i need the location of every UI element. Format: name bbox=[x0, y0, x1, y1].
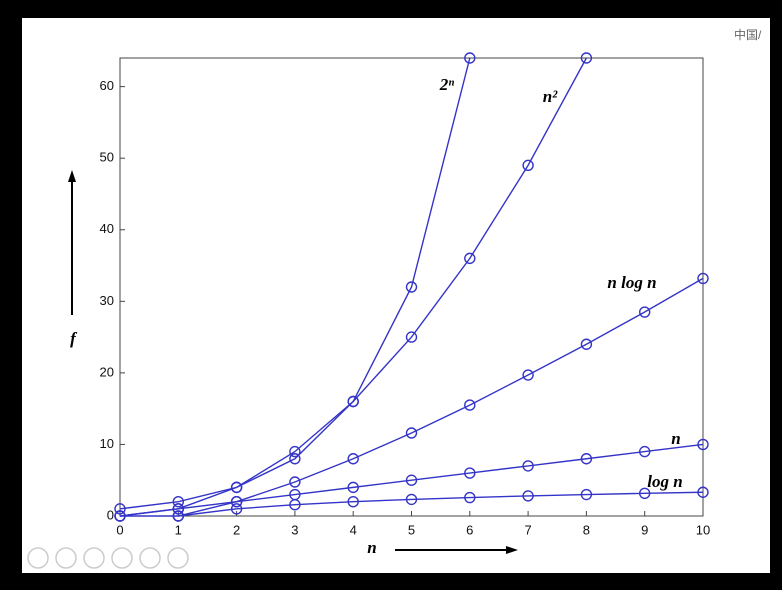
x-tick-label: 1 bbox=[175, 522, 182, 537]
y-tick-label: 40 bbox=[100, 221, 114, 236]
data-point bbox=[464, 252, 476, 265]
data-point bbox=[639, 306, 651, 318]
series-line bbox=[120, 277, 704, 517]
data-point bbox=[522, 369, 534, 381]
data-point bbox=[405, 281, 418, 293]
data-point bbox=[522, 460, 534, 472]
x-tick-label: 9 bbox=[641, 522, 648, 537]
x-tick-label: 8 bbox=[583, 522, 590, 537]
data-point bbox=[289, 453, 301, 465]
data-point bbox=[114, 510, 126, 522]
data-point bbox=[522, 159, 534, 172]
data-point bbox=[580, 338, 593, 350]
tool-icon[interactable] bbox=[139, 547, 161, 569]
series-label: n bbox=[671, 429, 680, 448]
y-tick-label: 10 bbox=[100, 436, 114, 451]
x-tick-label: 6 bbox=[466, 522, 473, 537]
data-point bbox=[580, 488, 593, 501]
y-tick-label: 30 bbox=[100, 293, 114, 308]
data-point bbox=[289, 445, 301, 458]
data-point bbox=[289, 476, 301, 488]
x-axis-label: n bbox=[367, 538, 376, 557]
slide bbox=[22, 18, 770, 573]
data-point bbox=[347, 495, 359, 508]
data-point bbox=[697, 438, 709, 451]
data-point bbox=[114, 503, 126, 515]
y-tick-label: 20 bbox=[100, 364, 114, 379]
tool-icon[interactable] bbox=[167, 547, 189, 569]
data-point bbox=[464, 399, 476, 411]
data-point bbox=[580, 52, 593, 64]
data-point bbox=[464, 467, 476, 479]
data-point bbox=[405, 427, 418, 439]
data-point bbox=[230, 503, 243, 515]
tool-icon[interactable] bbox=[83, 547, 105, 569]
data-point bbox=[172, 510, 185, 522]
series-label: n log n bbox=[607, 273, 656, 292]
data-point bbox=[697, 272, 709, 285]
x-tick-label: 7 bbox=[524, 522, 531, 537]
series-line bbox=[119, 443, 704, 517]
data-point bbox=[580, 453, 593, 465]
data-point bbox=[405, 474, 418, 486]
series-line bbox=[178, 491, 704, 517]
data-point bbox=[347, 481, 359, 494]
y-tick-label: 60 bbox=[100, 78, 114, 93]
data-point bbox=[230, 495, 243, 508]
data-point bbox=[172, 503, 185, 515]
data-point bbox=[697, 486, 709, 498]
data-point bbox=[639, 445, 651, 458]
series-line bbox=[119, 57, 471, 510]
x-tick-label: 5 bbox=[408, 522, 415, 537]
data-point bbox=[230, 481, 243, 494]
x-tick-label: 2 bbox=[233, 522, 240, 537]
data-point bbox=[464, 491, 476, 504]
series-label: n² bbox=[543, 87, 558, 106]
data-point bbox=[289, 498, 301, 511]
x-tick-label: 3 bbox=[291, 522, 298, 537]
tool-icon[interactable] bbox=[55, 547, 77, 569]
data-point bbox=[464, 52, 476, 64]
series-label: log n bbox=[647, 472, 682, 491]
y-tick-label: 0 bbox=[107, 507, 114, 522]
x-tick-label: 0 bbox=[116, 522, 123, 537]
x-tick-label: 4 bbox=[350, 522, 357, 537]
x-arrow-head bbox=[506, 546, 518, 554]
data-point bbox=[522, 490, 534, 502]
y-tick-label: 50 bbox=[100, 150, 114, 165]
series-label: 2ⁿ bbox=[439, 75, 455, 94]
data-point bbox=[405, 331, 418, 343]
data-point bbox=[172, 495, 185, 508]
y-axis-label: f bbox=[70, 329, 78, 348]
data-point bbox=[405, 493, 418, 506]
series-line bbox=[119, 57, 588, 517]
data-point bbox=[347, 453, 359, 465]
data-point bbox=[639, 487, 651, 500]
toolbar bbox=[27, 547, 189, 569]
tool-icon[interactable] bbox=[111, 547, 133, 569]
x-tick-label: 10 bbox=[696, 522, 710, 537]
data-point bbox=[347, 395, 359, 408]
y-arrow-head bbox=[68, 170, 76, 182]
watermark: 中国/ bbox=[734, 27, 762, 42]
tool-icon[interactable] bbox=[27, 547, 49, 569]
